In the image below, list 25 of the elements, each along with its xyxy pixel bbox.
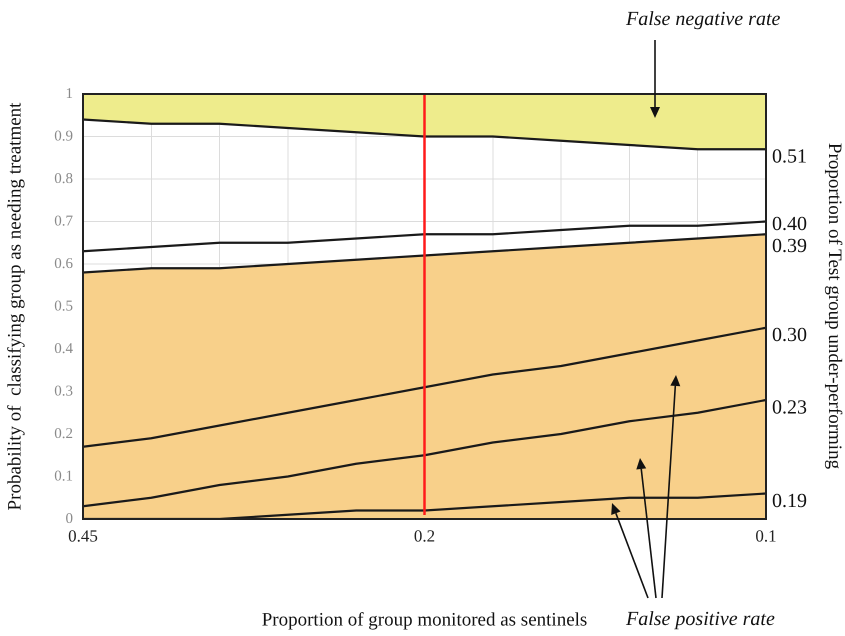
y-tick-label: 0.8 — [54, 170, 73, 187]
y-tick-label: 0.6 — [54, 256, 74, 272]
series-label: 0.51 — [772, 146, 807, 168]
series-label: 0.23 — [772, 396, 807, 418]
y-tick-label: 1 — [66, 86, 73, 102]
y-tick-label: 0 — [66, 510, 73, 527]
y-tick-label: 0.1 — [54, 468, 73, 484]
y-tick-label: 0.9 — [54, 128, 73, 144]
text: False negative rate — [626, 8, 780, 31]
series-label: 0.19 — [772, 490, 807, 512]
y-tick-label: 0.2 — [54, 426, 73, 442]
x-axis-title: Proportion of group monitored as sentinels — [262, 610, 588, 631]
y-tick-label: 0.3 — [54, 383, 73, 400]
series-label: 0.30 — [772, 324, 807, 346]
series-label: 0.40 — [772, 213, 807, 236]
x-tick-label: 0.1 — [755, 526, 777, 546]
y-tick-label: 0.4 — [54, 340, 74, 357]
text: False positive rate — [626, 608, 775, 631]
y-axis-title: Probability of classifying group as needing treatment — [4, 102, 26, 510]
series-label: 0.39 — [772, 235, 807, 258]
x-tick-label: 0.45 — [68, 526, 98, 546]
y2-axis-title: Proportion of Test group under-performing — [823, 142, 845, 470]
y-tick-label: 0.5 — [54, 298, 73, 314]
y-tick-label: 0.7 — [54, 213, 74, 230]
x-tick-label: 0.2 — [414, 526, 436, 546]
